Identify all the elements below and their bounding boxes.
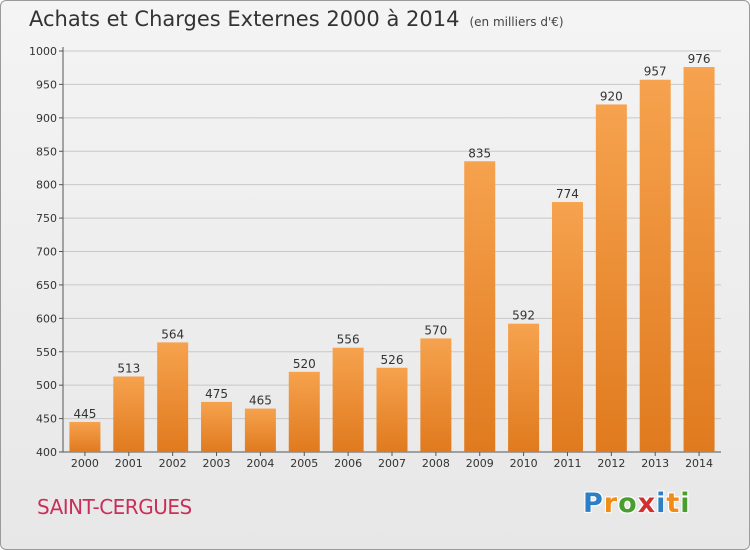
value-label-2008: 570 bbox=[424, 323, 447, 337]
bar-2001 bbox=[113, 376, 145, 452]
value-label-2002: 564 bbox=[161, 327, 184, 341]
value-label-2011: 774 bbox=[556, 187, 579, 201]
y-tick-label: 400 bbox=[36, 446, 57, 459]
x-tick-label-2005: 2005 bbox=[290, 457, 318, 470]
bar-2006 bbox=[332, 347, 364, 452]
y-tick-label: 450 bbox=[36, 413, 57, 426]
bar-2007 bbox=[376, 367, 408, 452]
value-label-2003: 475 bbox=[205, 387, 228, 401]
bar-2002 bbox=[157, 342, 189, 452]
x-tick-label-2007: 2007 bbox=[378, 457, 406, 470]
value-label-2001: 513 bbox=[117, 361, 140, 375]
logo-letter: t bbox=[666, 488, 681, 519]
y-tick-label: 600 bbox=[36, 312, 57, 325]
logo-letter: r bbox=[603, 488, 619, 519]
x-tick-label-2000: 2000 bbox=[71, 457, 99, 470]
bar-2000 bbox=[69, 421, 101, 452]
chart-title-text: Achats et Charges Externes 2000 à 2014 bbox=[29, 7, 460, 31]
x-tick-label-2010: 2010 bbox=[510, 457, 538, 470]
value-label-2005: 520 bbox=[293, 357, 316, 371]
bar-2011 bbox=[551, 202, 583, 452]
logo-letter: x bbox=[637, 488, 657, 519]
x-tick-label-2009: 2009 bbox=[466, 457, 494, 470]
x-tick-label-2014: 2014 bbox=[685, 457, 713, 470]
y-tick-label: 650 bbox=[36, 279, 57, 292]
logo-letter: i bbox=[680, 488, 691, 519]
y-tick-label: 550 bbox=[36, 346, 57, 359]
chart-title: Achats et Charges Externes 2000 à 2014 (e… bbox=[29, 7, 564, 31]
x-tick-label-2012: 2012 bbox=[597, 457, 625, 470]
labels: 400 450 500 550 600 650 700 750 800 850 900 950 1000… bbox=[29, 45, 713, 470]
bars bbox=[69, 67, 715, 452]
logo-letter: o bbox=[618, 488, 638, 519]
logo-letter: i bbox=[656, 488, 667, 519]
chart-unit-label: (en milliers d'€) bbox=[469, 15, 564, 29]
logo-letter: P bbox=[583, 488, 604, 519]
value-label-2009: 835 bbox=[468, 146, 491, 160]
bar-2008 bbox=[420, 338, 452, 452]
y-tick-label: 800 bbox=[36, 179, 57, 192]
x-tick-label-2011: 2011 bbox=[553, 457, 581, 470]
value-label-2012: 920 bbox=[600, 89, 623, 103]
bar-2012 bbox=[595, 104, 627, 452]
y-tick-label: 700 bbox=[36, 246, 57, 259]
y-tick-label: 750 bbox=[36, 212, 57, 225]
x-tick-label-2013: 2013 bbox=[641, 457, 669, 470]
city-name: SAINT-CERGUES bbox=[37, 495, 192, 519]
value-label-2007: 526 bbox=[381, 353, 404, 367]
x-tick-label-2004: 2004 bbox=[246, 457, 274, 470]
value-label-2004: 465 bbox=[249, 394, 272, 408]
x-tick-label-2003: 2003 bbox=[203, 457, 231, 470]
y-tick-label: 850 bbox=[36, 145, 57, 158]
x-tick-label-2008: 2008 bbox=[422, 457, 450, 470]
x-tick-label-2002: 2002 bbox=[159, 457, 187, 470]
y-tick-label: 950 bbox=[36, 78, 57, 91]
bar-2014 bbox=[683, 67, 715, 452]
bar-2003 bbox=[201, 401, 233, 452]
bar-2004 bbox=[244, 408, 276, 452]
value-label-2000: 445 bbox=[73, 407, 96, 421]
bar-2005 bbox=[288, 371, 320, 452]
value-label-2006: 556 bbox=[337, 333, 360, 347]
value-label-2013: 957 bbox=[644, 65, 667, 79]
y-tick-label: 500 bbox=[36, 379, 57, 392]
x-tick-label-2001: 2001 bbox=[115, 457, 143, 470]
bar-2010 bbox=[508, 323, 540, 452]
proxiti-logo: Proxiti bbox=[583, 488, 691, 519]
y-tick-label: 1000 bbox=[29, 45, 57, 58]
y-tick-label: 900 bbox=[36, 112, 57, 125]
value-label-2014: 976 bbox=[688, 52, 711, 66]
bar-2013 bbox=[639, 79, 671, 452]
bar-2009 bbox=[464, 161, 496, 452]
x-tick-label-2006: 2006 bbox=[334, 457, 362, 470]
value-label-2010: 592 bbox=[512, 309, 535, 323]
